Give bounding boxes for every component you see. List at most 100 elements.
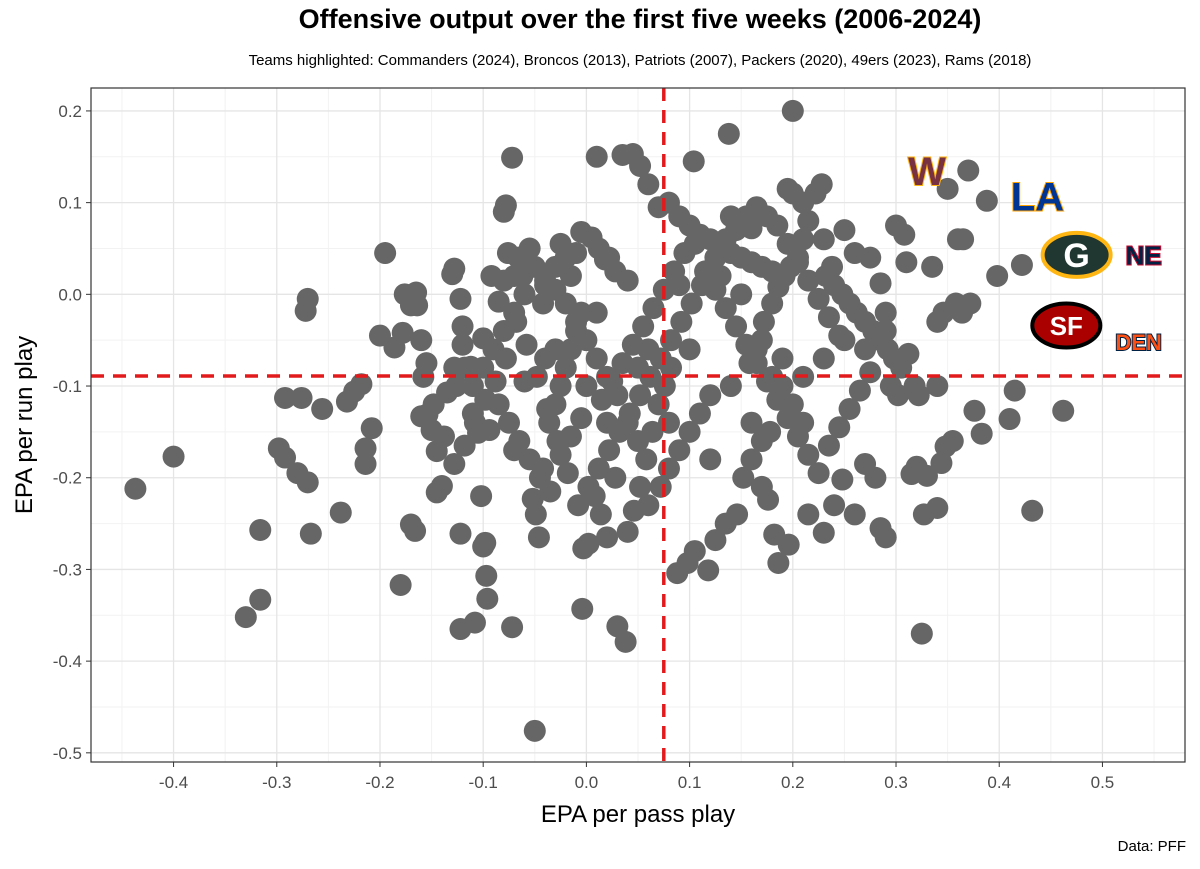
y-tick-label: -0.3 (53, 560, 82, 579)
data-point (449, 522, 472, 545)
data-source-caption: Data: PFF (1117, 838, 1186, 855)
panel-border (90, 87, 1186, 763)
data-point (821, 255, 844, 278)
data-point (921, 255, 944, 278)
data-point (657, 411, 680, 434)
data-point (503, 439, 526, 462)
data-point (629, 475, 652, 498)
y-tick-label: -0.2 (53, 469, 82, 488)
data-point (596, 526, 619, 549)
y-tick-label: -0.4 (53, 652, 82, 671)
data-point (637, 173, 660, 196)
data-point (536, 397, 559, 420)
data-point (642, 297, 665, 320)
data-point (1021, 499, 1044, 522)
data-point (374, 242, 397, 265)
data-point (874, 526, 897, 549)
data-point (833, 329, 856, 352)
data-point (554, 356, 577, 379)
team-logo-la: LA (1010, 175, 1065, 221)
data-point (717, 122, 740, 145)
data-point (750, 329, 773, 352)
data-point (627, 430, 649, 453)
data-point (668, 439, 691, 462)
y-tick-label: -0.1 (53, 377, 82, 396)
data-point (354, 452, 377, 475)
team-logo-sf: SF (1030, 301, 1103, 350)
data-point (792, 191, 815, 214)
x-tick-label: 0.0 (575, 773, 599, 792)
data-point (290, 386, 313, 409)
data-point (682, 150, 705, 173)
data-point (299, 522, 322, 545)
team-logos: W LA G NE SF DEN (907, 149, 1163, 356)
team-logo-den: DEN (1114, 329, 1162, 356)
data-point (585, 347, 608, 370)
data-point (524, 503, 547, 526)
data-point (443, 257, 466, 280)
data-point (831, 468, 854, 491)
data-point (637, 338, 660, 361)
data-point (897, 342, 920, 365)
data-point (647, 196, 670, 219)
data-point (874, 301, 897, 324)
x-tick-label: 0.3 (884, 773, 908, 792)
y-axis-ticks: 0.2 0.1 0.0 -0.1 -0.2 -0.3 -0.4 -0.5 (53, 102, 91, 763)
data-point (422, 393, 445, 416)
data-point (368, 324, 391, 347)
y-tick-label: 0.2 (58, 102, 82, 121)
data-point (494, 194, 517, 217)
data-point (470, 485, 493, 508)
data-point (740, 411, 763, 434)
data-point (730, 283, 753, 306)
data-point (1052, 399, 1075, 422)
logo-glyph: G (1063, 237, 1089, 275)
x-axis-title: EPA per pass play (541, 801, 735, 828)
data-point (616, 520, 639, 543)
x-tick-label: -0.2 (365, 773, 394, 792)
data-point (234, 606, 257, 629)
team-logo-g: G (1040, 230, 1113, 279)
data-point (854, 338, 877, 361)
data-point (329, 501, 352, 524)
data-point (766, 388, 789, 411)
data-point (475, 564, 498, 587)
data-point (476, 587, 499, 610)
data-point (274, 446, 297, 469)
data-point (162, 445, 185, 468)
data-point (776, 407, 799, 430)
data-point (670, 310, 693, 333)
data-point (683, 540, 706, 563)
data-point (513, 283, 536, 306)
data-point (752, 310, 775, 333)
data-point (474, 531, 497, 554)
data-point (389, 574, 412, 597)
data-point (294, 299, 317, 322)
data-point (575, 329, 598, 352)
data-point (497, 411, 520, 434)
data-point (635, 448, 658, 471)
x-tick-label: 0.4 (987, 773, 1011, 792)
data-point (786, 251, 809, 274)
data-point (559, 264, 582, 287)
data-point (688, 402, 711, 425)
data-point (823, 494, 846, 517)
data-point (518, 237, 541, 260)
data-point (570, 407, 593, 430)
data-point (565, 242, 588, 265)
data-point (998, 408, 1021, 431)
data-point (838, 397, 861, 420)
data-point (725, 315, 748, 338)
data-point (527, 526, 550, 549)
data-point (704, 529, 727, 552)
data-point (632, 315, 655, 338)
data-point (714, 297, 737, 320)
logo-glyph: SF (1050, 311, 1083, 341)
data-point (812, 347, 835, 370)
logo-badge (1040, 230, 1113, 279)
data-point (637, 494, 660, 517)
data-point (963, 399, 986, 422)
data-point (952, 228, 975, 251)
data-point (797, 443, 820, 466)
data-point (627, 356, 649, 379)
